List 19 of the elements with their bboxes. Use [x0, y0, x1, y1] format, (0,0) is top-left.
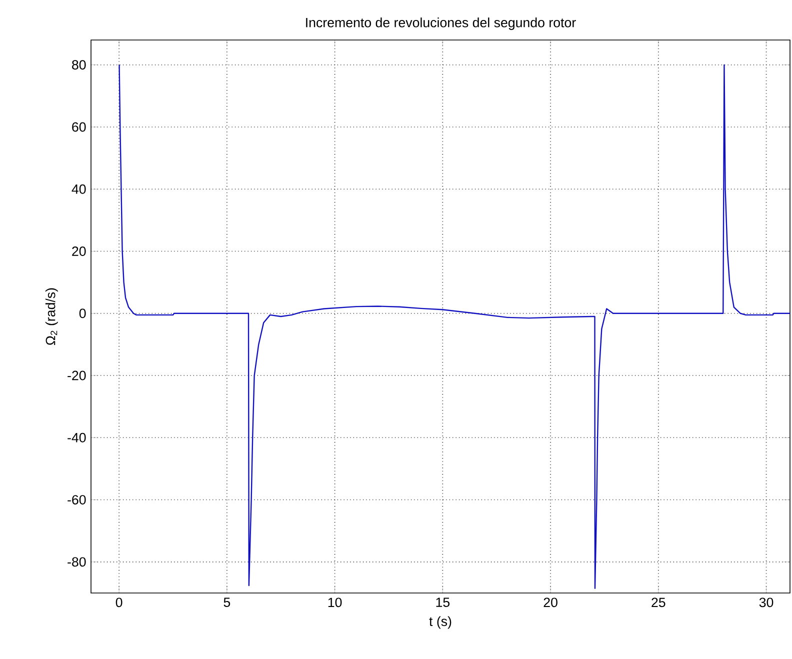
y-tick-label: 60: [72, 122, 86, 132]
chart-title: Incremento de revoluciones del segundo rotor: [306, 18, 576, 30]
x-tick-label: 15: [436, 598, 450, 607]
x-tick-label: 10: [328, 598, 342, 608]
x-axis-title: t (s): [429, 616, 452, 629]
y-tick-label: 40: [72, 184, 86, 194]
y-tick-label: 80: [72, 60, 86, 70]
y-tick-label: 20: [72, 246, 86, 256]
x-tick-label: 0: [116, 598, 122, 608]
x-tick-label: 30: [759, 598, 774, 608]
y-tick-label: -40: [68, 432, 86, 442]
y-tick-label: -20: [68, 370, 86, 380]
y-axis-title: Ω$_{2}$ (rad/s): [45, 288, 58, 345]
y-tick-label: -60: [68, 495, 86, 504]
x-tick-label: 25: [652, 598, 666, 608]
y-tick-label: -80: [68, 557, 86, 567]
y-tick-label: 0: [79, 308, 86, 318]
x-tick-label: 20: [544, 598, 558, 608]
x-tick-label: 5: [224, 598, 230, 607]
